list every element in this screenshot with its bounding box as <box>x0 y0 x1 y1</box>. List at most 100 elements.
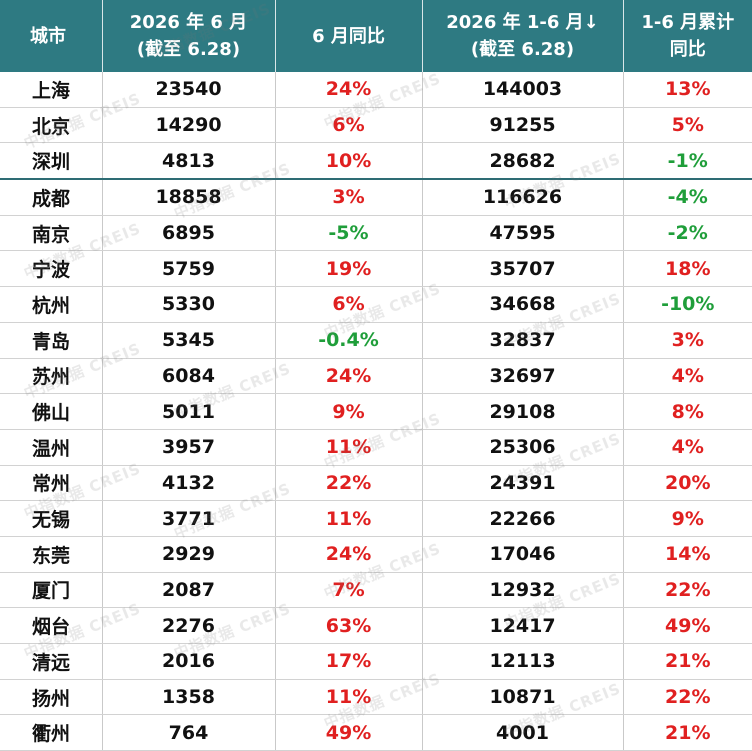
june-yoy-cell: 24% <box>275 358 422 394</box>
ytd-yoy-cell: 14% <box>623 536 752 572</box>
city-cell: 杭州 <box>0 287 102 323</box>
ytd-value-cell: 12932 <box>422 572 623 608</box>
ytd-value-cell: 32837 <box>422 322 623 358</box>
june-yoy-cell: 10% <box>275 143 422 179</box>
ytd-yoy-cell: 4% <box>623 358 752 394</box>
june-yoy-cell: 11% <box>275 679 422 715</box>
header-june-line1: 2026 年 6 月 <box>103 9 275 36</box>
june-value-cell: 5011 <box>102 394 275 430</box>
ytd-yoy-cell: 5% <box>623 107 752 143</box>
june-yoy-cell: 7% <box>275 572 422 608</box>
ytd-value-cell: 24391 <box>422 465 623 501</box>
june-yoy-cell: 22% <box>275 465 422 501</box>
june-yoy-cell: 24% <box>275 536 422 572</box>
ytd-yoy-cell: 8% <box>623 394 752 430</box>
ytd-yoy-cell: 22% <box>623 572 752 608</box>
city-cell: 扬州 <box>0 679 102 715</box>
city-cell: 烟台 <box>0 608 102 644</box>
city-cell: 清远 <box>0 644 102 680</box>
ytd-value-cell: 29108 <box>422 394 623 430</box>
june-yoy-cell: -5% <box>275 215 422 251</box>
ytd-yoy-cell: 49% <box>623 608 752 644</box>
june-yoy-cell: 6% <box>275 287 422 323</box>
june-yoy-cell: 19% <box>275 251 422 287</box>
header-june: 2026 年 6 月 (截至 6.28) <box>102 0 275 72</box>
ytd-yoy-cell: 4% <box>623 429 752 465</box>
city-cell: 北京 <box>0 107 102 143</box>
ytd-yoy-cell: 3% <box>623 322 752 358</box>
ytd-value-cell: 4001 <box>422 715 623 751</box>
header-ytd-line1: 2026 年 1-6 月↓ <box>423 9 623 36</box>
ytd-value-cell: 12417 <box>422 608 623 644</box>
ytd-value-cell: 144003 <box>422 72 623 107</box>
june-value-cell: 3957 <box>102 429 275 465</box>
ytd-yoy-cell: 13% <box>623 72 752 107</box>
city-cell: 东莞 <box>0 536 102 572</box>
june-value-cell: 3771 <box>102 501 275 537</box>
june-yoy-cell: 11% <box>275 429 422 465</box>
city-cell: 厦门 <box>0 572 102 608</box>
june-value-cell: 2929 <box>102 536 275 572</box>
ytd-value-cell: 28682 <box>422 143 623 179</box>
june-value-cell: 6895 <box>102 215 275 251</box>
ytd-yoy-cell: 22% <box>623 679 752 715</box>
header-ytd-yoy-line1: 1-6 月累计 <box>624 9 752 36</box>
header-june-line2: (截至 6.28) <box>103 36 275 63</box>
june-value-cell: 2087 <box>102 572 275 608</box>
june-yoy-cell: -0.4% <box>275 322 422 358</box>
ytd-yoy-cell: 21% <box>623 715 752 751</box>
header-june-yoy-label: 6 月同比 <box>312 26 385 47</box>
city-cell: 南京 <box>0 215 102 251</box>
ytd-yoy-cell: 18% <box>623 251 752 287</box>
june-yoy-cell: 9% <box>275 394 422 430</box>
header-ytd: 2026 年 1-6 月↓ (截至 6.28) <box>422 0 623 72</box>
ytd-yoy-cell: -10% <box>623 287 752 323</box>
june-value-cell: 5330 <box>102 287 275 323</box>
june-yoy-cell: 63% <box>275 608 422 644</box>
ytd-yoy-cell: 21% <box>623 644 752 680</box>
june-value-cell: 5759 <box>102 251 275 287</box>
ytd-value-cell: 116626 <box>422 179 623 215</box>
city-cell: 无锡 <box>0 501 102 537</box>
ytd-yoy-cell: -1% <box>623 143 752 179</box>
june-value-cell: 18858 <box>102 179 275 215</box>
header-city: 城市 <box>0 0 102 72</box>
ytd-value-cell: 47595 <box>422 215 623 251</box>
city-cell: 青岛 <box>0 322 102 358</box>
ytd-value-cell: 34668 <box>422 287 623 323</box>
june-yoy-cell: 3% <box>275 179 422 215</box>
header-ytd-yoy: 1-6 月累计 同比 <box>623 0 752 72</box>
ytd-value-cell: 22266 <box>422 501 623 537</box>
city-cell: 衢州 <box>0 715 102 751</box>
ytd-yoy-cell: 20% <box>623 465 752 501</box>
header-ytd-line2: (截至 6.28) <box>423 36 623 63</box>
june-value-cell: 5345 <box>102 322 275 358</box>
city-cell: 苏州 <box>0 358 102 394</box>
city-cell: 温州 <box>0 429 102 465</box>
ytd-yoy-cell: -4% <box>623 179 752 215</box>
june-yoy-cell: 11% <box>275 501 422 537</box>
june-value-cell: 4813 <box>102 143 275 179</box>
city-cell: 常州 <box>0 465 102 501</box>
june-value-cell: 764 <box>102 715 275 751</box>
ytd-value-cell: 35707 <box>422 251 623 287</box>
ytd-value-cell: 10871 <box>422 679 623 715</box>
june-yoy-cell: 49% <box>275 715 422 751</box>
city-cell: 深圳 <box>0 143 102 179</box>
header-city-label: 城市 <box>30 26 66 47</box>
